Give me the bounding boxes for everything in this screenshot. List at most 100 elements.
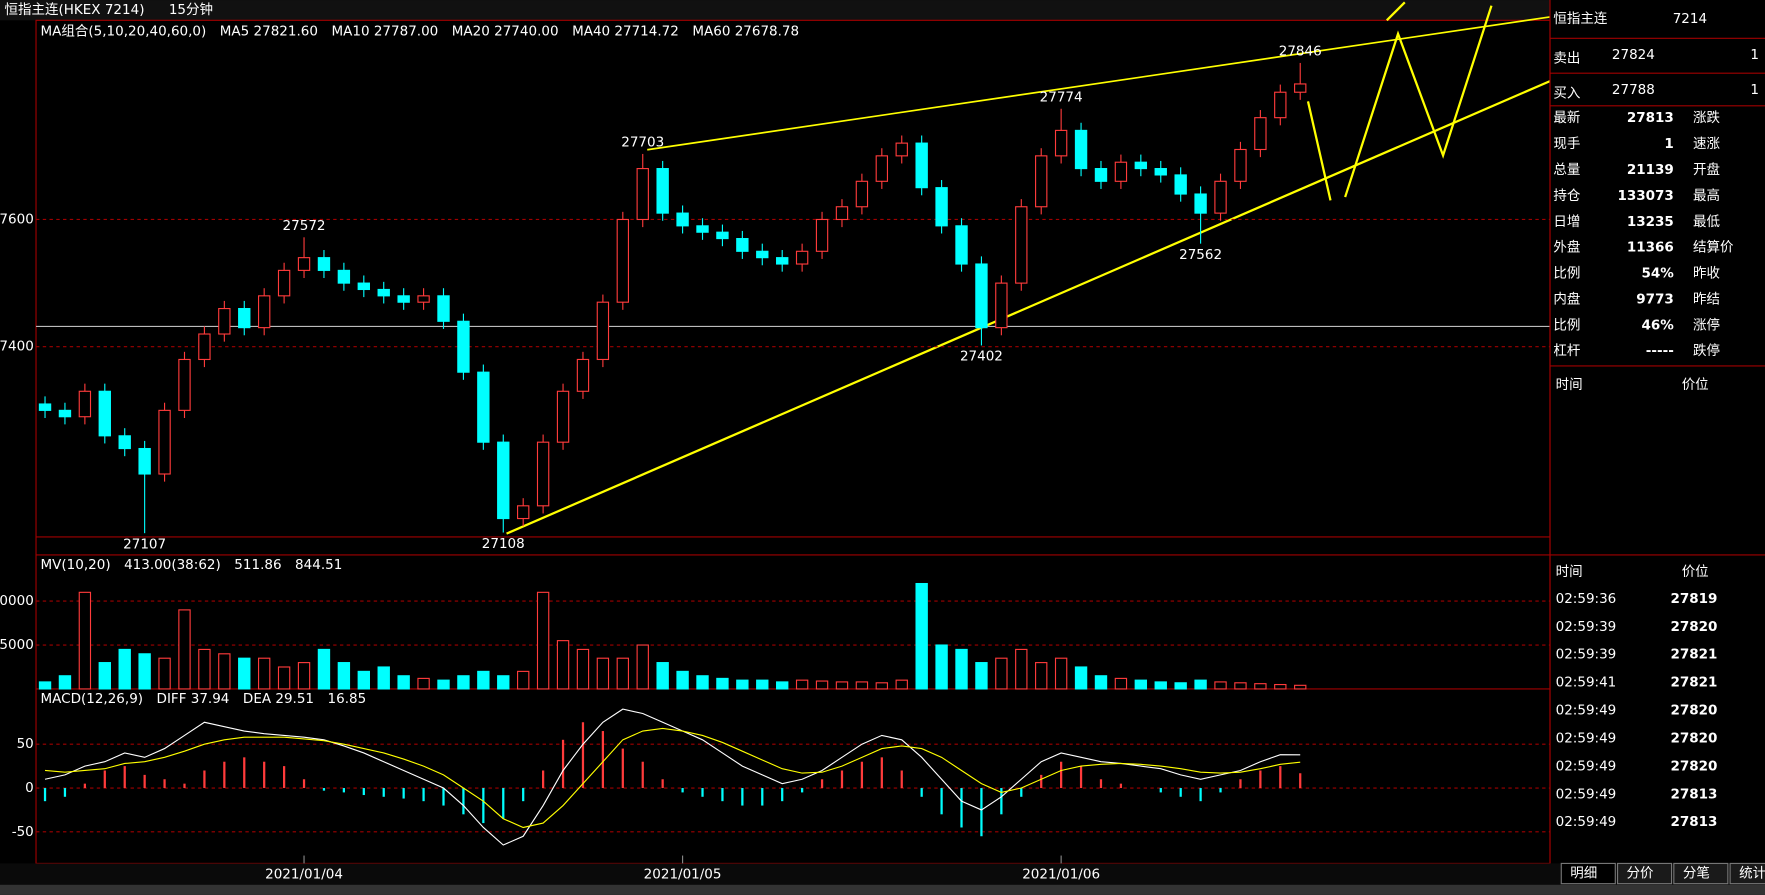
volume-bar	[1094, 675, 1108, 690]
tab[interactable]	[1729, 862, 1765, 885]
candle-body	[198, 333, 211, 361]
candle-body	[696, 225, 709, 233]
trades-header: 价位	[1682, 377, 1709, 393]
stat-label: 比例	[1553, 266, 1580, 282]
extreme-label: 27703	[621, 135, 664, 151]
order-price: 27824	[1612, 47, 1655, 63]
legend-entry: MA40 27714.72	[572, 24, 679, 40]
tab[interactable]	[1673, 862, 1729, 885]
candle-body	[457, 320, 470, 373]
stat-label: 日增	[1553, 214, 1580, 230]
extreme-label: 27572	[283, 218, 326, 234]
projection-arrow	[1344, 5, 1493, 198]
y-tick-label: 0	[25, 780, 34, 796]
legend-title[interactable]: MA组合(5,10,20,40,60,0)	[41, 24, 207, 40]
candle-body	[277, 269, 291, 297]
trade-time: 02:59:49	[1556, 814, 1617, 830]
candle-body	[317, 257, 331, 271]
stat-label: 涨停	[1693, 316, 1720, 333]
candle-body	[357, 282, 370, 291]
candle-body	[1035, 155, 1048, 208]
stat-label: 杠杆	[1553, 343, 1580, 359]
legend-title[interactable]: MV(10,20)	[41, 557, 111, 573]
volume-bar	[855, 681, 869, 690]
candle-body	[1214, 180, 1227, 214]
order-label: 买入	[1553, 85, 1580, 101]
legend-entry: 16.85	[328, 691, 367, 707]
stat-label: 比例	[1553, 317, 1580, 333]
volume-bar	[337, 662, 351, 690]
volume-bar	[955, 648, 968, 690]
volume-bar	[78, 591, 92, 690]
tab-label[interactable]: 统计	[1739, 866, 1765, 882]
volume-bar	[636, 644, 649, 690]
candle-body	[377, 288, 390, 297]
candle-body	[716, 231, 729, 240]
volume-bar	[297, 662, 311, 690]
stat-label: 现手	[1553, 136, 1580, 152]
extreme-label: 27108	[482, 536, 525, 552]
volume-bar	[377, 666, 390, 690]
y-tick-label: 0000	[0, 593, 34, 609]
volume-bar	[517, 670, 530, 690]
candle-body	[995, 282, 1008, 329]
trade-price: 27820	[1670, 703, 1717, 719]
symbol: 恒指主连(HKEX 7214)	[5, 2, 145, 18]
quote-code: 7214	[1673, 11, 1707, 27]
candle-body	[795, 250, 809, 265]
tab[interactable]	[1616, 862, 1673, 885]
extreme-label: 27846	[1279, 44, 1322, 60]
candle-body	[736, 238, 749, 252]
candle-body	[118, 435, 131, 450]
volume-bar	[556, 640, 570, 690]
candle-body	[915, 142, 928, 189]
candle-body	[676, 212, 689, 227]
volume-bar	[1234, 682, 1247, 690]
stat-label: 速涨	[1693, 136, 1720, 152]
candle-body	[1154, 168, 1167, 176]
candle-body	[218, 307, 231, 335]
volume-bar	[218, 653, 231, 690]
tab[interactable]	[1560, 862, 1616, 885]
legend-title[interactable]: MACD(12,26,9)	[41, 691, 144, 707]
candle-body	[776, 257, 789, 265]
volume-bar	[776, 681, 789, 690]
candle-body	[1054, 129, 1068, 157]
candle-body	[556, 390, 570, 443]
volume-bar	[497, 675, 510, 690]
extreme-label: 27774	[1040, 90, 1083, 106]
volume-bar	[875, 682, 889, 690]
period[interactable]: 15分钟	[169, 1, 213, 18]
candle-body	[58, 409, 72, 418]
candle-body	[178, 358, 191, 411]
stat-value: 54%	[1641, 266, 1674, 282]
tab-label[interactable]: 分笔	[1683, 866, 1710, 882]
volume-bar	[1214, 681, 1227, 690]
volume-bar	[1254, 683, 1267, 690]
legend-entry: MA10 27787.00	[331, 24, 438, 40]
legend-entry: DEA 29.51	[243, 691, 314, 707]
candle-body	[417, 295, 430, 303]
candle-body	[1074, 129, 1088, 170]
y-tick-label: 7400	[0, 339, 34, 355]
volume-bar	[1294, 684, 1307, 690]
trades-header: 价位	[1682, 564, 1709, 580]
trade-time: 02:59:49	[1556, 758, 1617, 774]
trade-price: 27813	[1670, 814, 1717, 830]
stat-value: 1	[1664, 136, 1673, 152]
stat-label: 内盘	[1553, 290, 1580, 307]
candle-body	[1274, 91, 1287, 119]
candle-body	[1094, 168, 1108, 182]
candle-body	[895, 142, 908, 157]
x-tick-label: 2021/01/05	[644, 867, 722, 883]
volume-bar	[1174, 682, 1187, 690]
candle-body	[297, 257, 311, 271]
candle-body	[477, 371, 490, 443]
volume-bar	[895, 679, 908, 690]
volume-bar	[138, 653, 151, 690]
tab-label[interactable]: 分价	[1627, 866, 1655, 882]
volume-bar	[736, 679, 749, 690]
tab-label[interactable]: 明细	[1570, 866, 1597, 882]
projection-arrow	[1385, 1, 1406, 22]
